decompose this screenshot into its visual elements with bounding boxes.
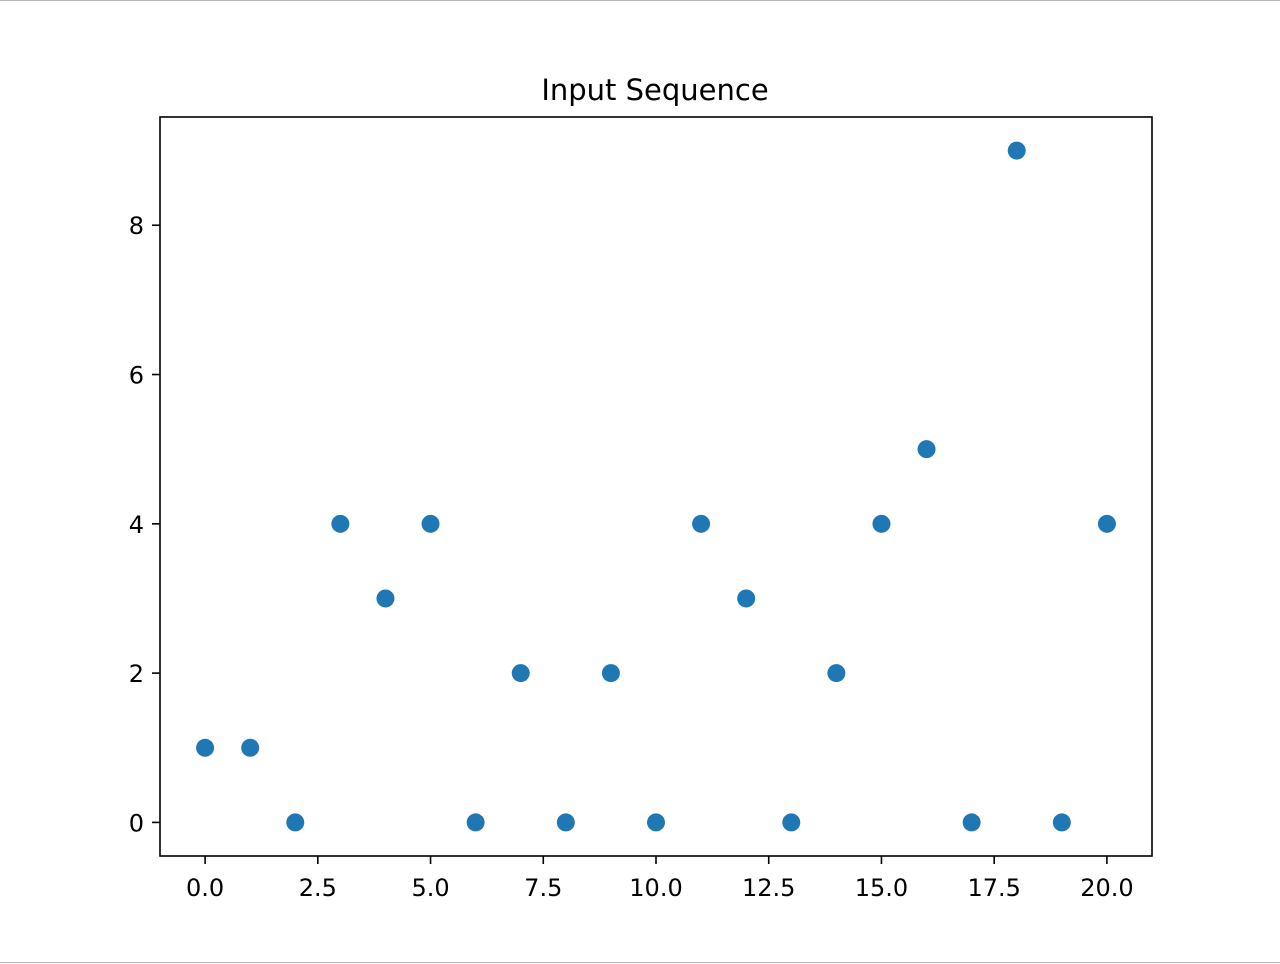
x-tick-label: 20.0 [1080, 874, 1133, 902]
data-point [511, 664, 530, 683]
data-point [601, 664, 620, 683]
data-point [241, 738, 260, 757]
x-tick-label: 5.0 [411, 874, 449, 902]
x-tick-label: 2.5 [299, 874, 337, 902]
y-tick-label: 8 [129, 212, 144, 240]
x-axis: 0.0 2.5 5.0 7.5 10.0 12.5 15.0 17.5 20.0 [186, 856, 1134, 902]
scatter-points [196, 141, 1116, 832]
x-tick-label: 10.0 [629, 874, 682, 902]
data-point [962, 813, 981, 832]
data-point [647, 813, 665, 832]
data-point [692, 514, 711, 533]
data-point [827, 664, 846, 683]
data-point [737, 589, 756, 608]
data-point [286, 813, 305, 832]
top-border-line [0, 0, 1280, 1]
data-point [421, 514, 440, 533]
x-tick-label: 0.0 [186, 874, 224, 902]
chart-title: Input Sequence [541, 73, 768, 107]
data-point [782, 813, 801, 832]
x-tick-label: 12.5 [742, 874, 795, 902]
data-point [196, 738, 215, 757]
x-tick-label: 17.5 [967, 874, 1020, 902]
x-tick-label: 15.0 [855, 874, 908, 902]
data-point [376, 589, 395, 608]
y-tick-label: 2 [129, 660, 144, 688]
y-tick-label: 4 [129, 511, 144, 539]
data-point [1052, 813, 1071, 832]
data-point [917, 440, 936, 459]
y-tick-label: 6 [129, 362, 144, 390]
data-point [872, 514, 891, 533]
data-point [556, 813, 575, 832]
x-tick-label: 7.5 [524, 874, 562, 902]
y-axis: 0 2 4 6 8 [129, 212, 160, 837]
plot-area-frame [159, 116, 1153, 857]
bottom-border-line [0, 962, 1280, 963]
y-tick-label: 0 [129, 809, 144, 837]
data-point [466, 813, 485, 832]
data-point [331, 514, 350, 533]
data-point [1007, 141, 1026, 160]
data-point [1097, 514, 1116, 533]
